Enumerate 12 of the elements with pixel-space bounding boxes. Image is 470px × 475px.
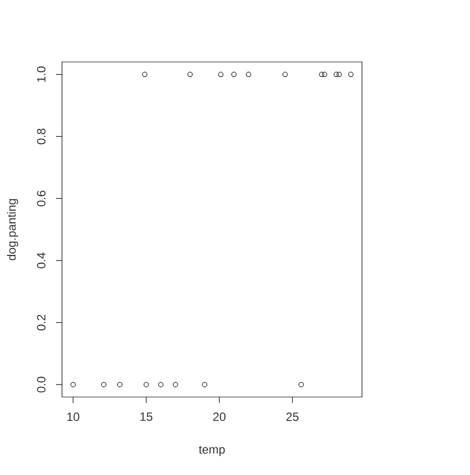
x-axis-title: temp [198, 446, 225, 456]
x-tick-label: 25 [286, 412, 299, 421]
y-tick-label: 0.8 [37, 128, 46, 144]
y-tick-label: 0.6 [37, 190, 46, 206]
y-tick-label: 0.2 [37, 314, 46, 330]
x-tick-label: 15 [140, 412, 152, 421]
x-tick-label: 20 [213, 412, 226, 421]
y-tick-label: 0.4 [37, 252, 46, 268]
x-tick-label: 10 [67, 412, 80, 421]
y-tick-label: 0.0 [37, 376, 46, 392]
y-tick-label: 1.0 [37, 66, 46, 82]
y-axis-title: dog.panting [7, 199, 18, 260]
